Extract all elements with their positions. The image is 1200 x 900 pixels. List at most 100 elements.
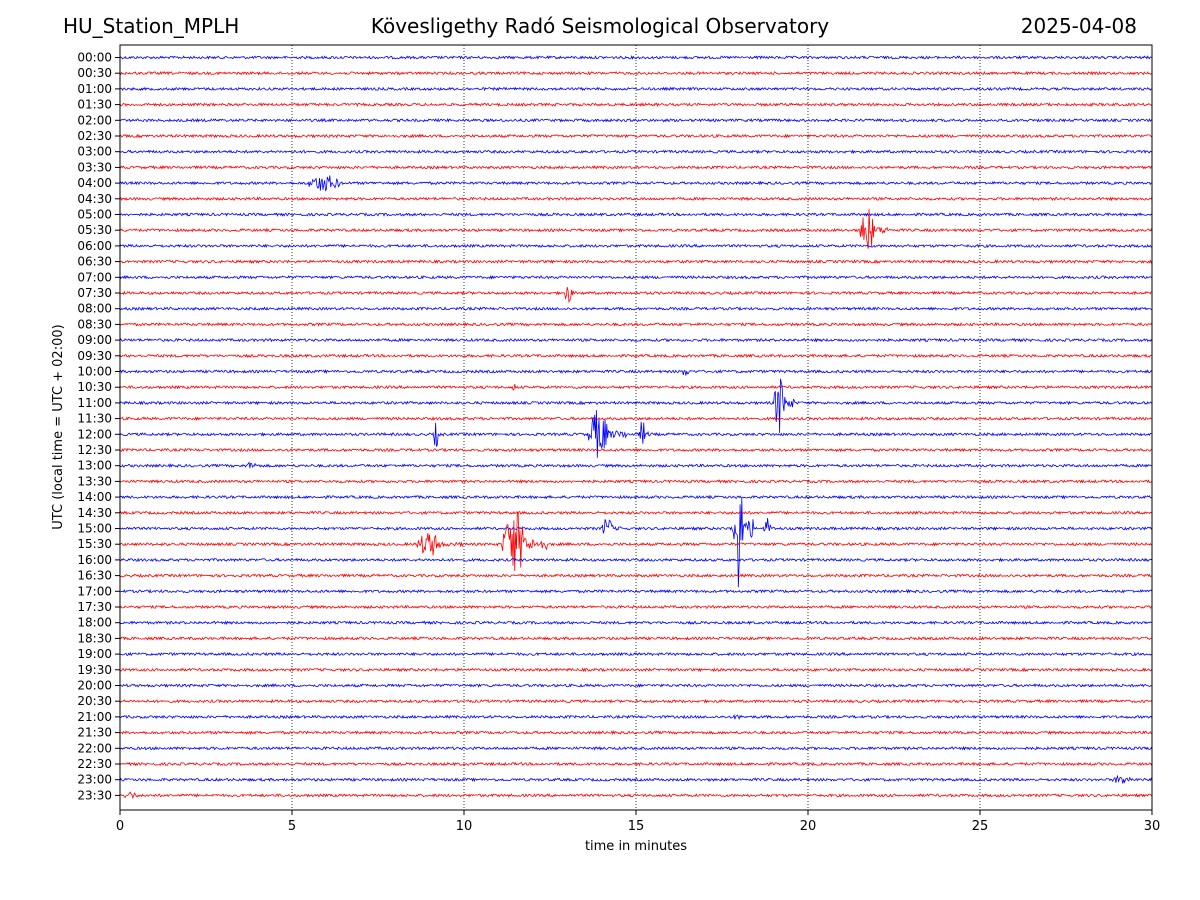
y-tick-label: 04:00 xyxy=(77,176,112,190)
x-tick-label: 30 xyxy=(1144,819,1161,834)
y-tick-label: 20:00 xyxy=(77,679,112,693)
trace-1630 xyxy=(119,573,1153,578)
y-tick-label: 11:00 xyxy=(77,396,112,410)
y-tick-label: 02:00 xyxy=(77,113,112,127)
x-tick-label: 5 xyxy=(288,819,296,834)
trace-1200 xyxy=(119,410,1153,458)
y-tick-label: 14:00 xyxy=(77,490,112,504)
x-tick-label: 25 xyxy=(972,819,989,834)
y-tick-label: 17:30 xyxy=(77,600,112,614)
y-tick-label: 22:00 xyxy=(77,741,112,755)
y-tick-label: 23:00 xyxy=(77,773,112,787)
y-tick-label: 13:30 xyxy=(77,474,112,488)
y-tick-label: 16:00 xyxy=(77,553,112,567)
trace-1230 xyxy=(119,447,1153,453)
y-tick-label: 00:00 xyxy=(77,51,112,65)
trace-1330 xyxy=(119,478,1153,484)
trace-1400 xyxy=(119,494,1153,500)
y-tick-label: 15:30 xyxy=(77,537,112,551)
trace-0600 xyxy=(119,243,1153,249)
trace-0630 xyxy=(119,259,1153,265)
trace-0330 xyxy=(119,164,1153,170)
vertical-grid xyxy=(291,45,981,810)
trace-0000 xyxy=(119,55,1153,60)
trace-0700 xyxy=(119,274,1153,280)
trace-0400 xyxy=(119,175,1153,192)
x-tick-label: 20 xyxy=(800,819,817,834)
y-tick-label: 08:00 xyxy=(77,302,112,316)
trace-1500 xyxy=(119,498,1153,588)
trace-0100 xyxy=(119,86,1153,92)
y-tick-label: 17:00 xyxy=(77,584,112,598)
trace-1030 xyxy=(119,384,1153,391)
y-tick-label: 06:00 xyxy=(77,239,112,253)
trace-0800 xyxy=(119,306,1153,312)
y-axis-label: UTC (local time = UTC + 02:00) xyxy=(51,324,66,529)
y-tick-label: 12:00 xyxy=(77,427,112,441)
y-tick-label: 05:00 xyxy=(77,208,112,222)
y-tick-label: 02:30 xyxy=(77,129,112,143)
trace-2330 xyxy=(119,791,1153,800)
trace-0030 xyxy=(119,70,1153,76)
x-tick-label: 0 xyxy=(116,819,124,834)
y-tick-label: 03:00 xyxy=(77,145,112,159)
y-tick-label: 12:30 xyxy=(77,443,112,457)
trace-0200 xyxy=(119,117,1153,123)
trace-0500 xyxy=(119,212,1153,217)
trace-2130 xyxy=(119,730,1153,736)
y-tick-label: 13:00 xyxy=(77,459,112,473)
seismic-traces xyxy=(119,55,1153,800)
y-tick-label: 14:30 xyxy=(77,506,112,520)
y-tick-label: 22:30 xyxy=(77,757,112,771)
trace-2000 xyxy=(119,683,1153,688)
trace-2230 xyxy=(119,761,1153,767)
x-tick-label: 10 xyxy=(456,819,473,834)
y-tick-label: 05:30 xyxy=(77,223,112,237)
y-tick-label: 09:00 xyxy=(77,333,112,347)
trace-1730 xyxy=(119,604,1153,610)
station-name: HU_Station_MPLH xyxy=(63,14,240,38)
trace-2100 xyxy=(119,713,1153,721)
x-axis: 0 5 10 15 20 25 30 xyxy=(116,810,1160,834)
y-tick-label: 18:30 xyxy=(77,631,112,645)
trace-1830 xyxy=(119,635,1153,641)
y-tick-label: 11:30 xyxy=(77,412,112,426)
y-tick-label: 19:30 xyxy=(77,663,112,677)
y-tick-label: 19:00 xyxy=(77,647,112,661)
trace-0930 xyxy=(119,353,1153,359)
y-tick-label: 15:00 xyxy=(77,522,112,536)
trace-1930 xyxy=(119,667,1153,673)
trace-1100 xyxy=(119,378,1153,433)
trace-2300 xyxy=(119,774,1153,784)
trace-0730 xyxy=(119,286,1153,304)
trace-1130 xyxy=(119,416,1153,421)
trace-0530 xyxy=(119,208,1153,249)
y-tick-label: 07:30 xyxy=(77,286,112,300)
y-tick-label: 18:00 xyxy=(77,616,112,630)
y-tick-label: 04:30 xyxy=(77,192,112,206)
y-tick-label: 21:00 xyxy=(77,710,112,724)
y-tick-label: 07:00 xyxy=(77,270,112,284)
y-tick-label: 16:30 xyxy=(77,569,112,583)
trace-1530 xyxy=(119,511,1153,572)
trace-0430 xyxy=(119,196,1153,202)
trace-1000 xyxy=(119,369,1153,376)
trace-0830 xyxy=(119,321,1153,327)
y-tick-label: 06:30 xyxy=(77,255,112,269)
trace-0130 xyxy=(119,102,1153,108)
y-tick-label: 10:00 xyxy=(77,365,112,379)
trace-1900 xyxy=(119,651,1153,657)
trace-1300 xyxy=(119,461,1153,469)
y-tick-label: 03:30 xyxy=(77,160,112,174)
trace-0230 xyxy=(119,133,1153,139)
trace-1700 xyxy=(119,588,1153,594)
x-axis-label: time in minutes xyxy=(585,839,687,854)
y-tick-label: 01:30 xyxy=(77,98,112,112)
trace-1600 xyxy=(119,557,1153,563)
observatory-title: Kövesligethy Radó Seismological Observat… xyxy=(370,14,830,38)
trace-0900 xyxy=(119,337,1153,343)
y-tick-label: 01:00 xyxy=(77,82,112,96)
trace-0300 xyxy=(119,149,1153,155)
